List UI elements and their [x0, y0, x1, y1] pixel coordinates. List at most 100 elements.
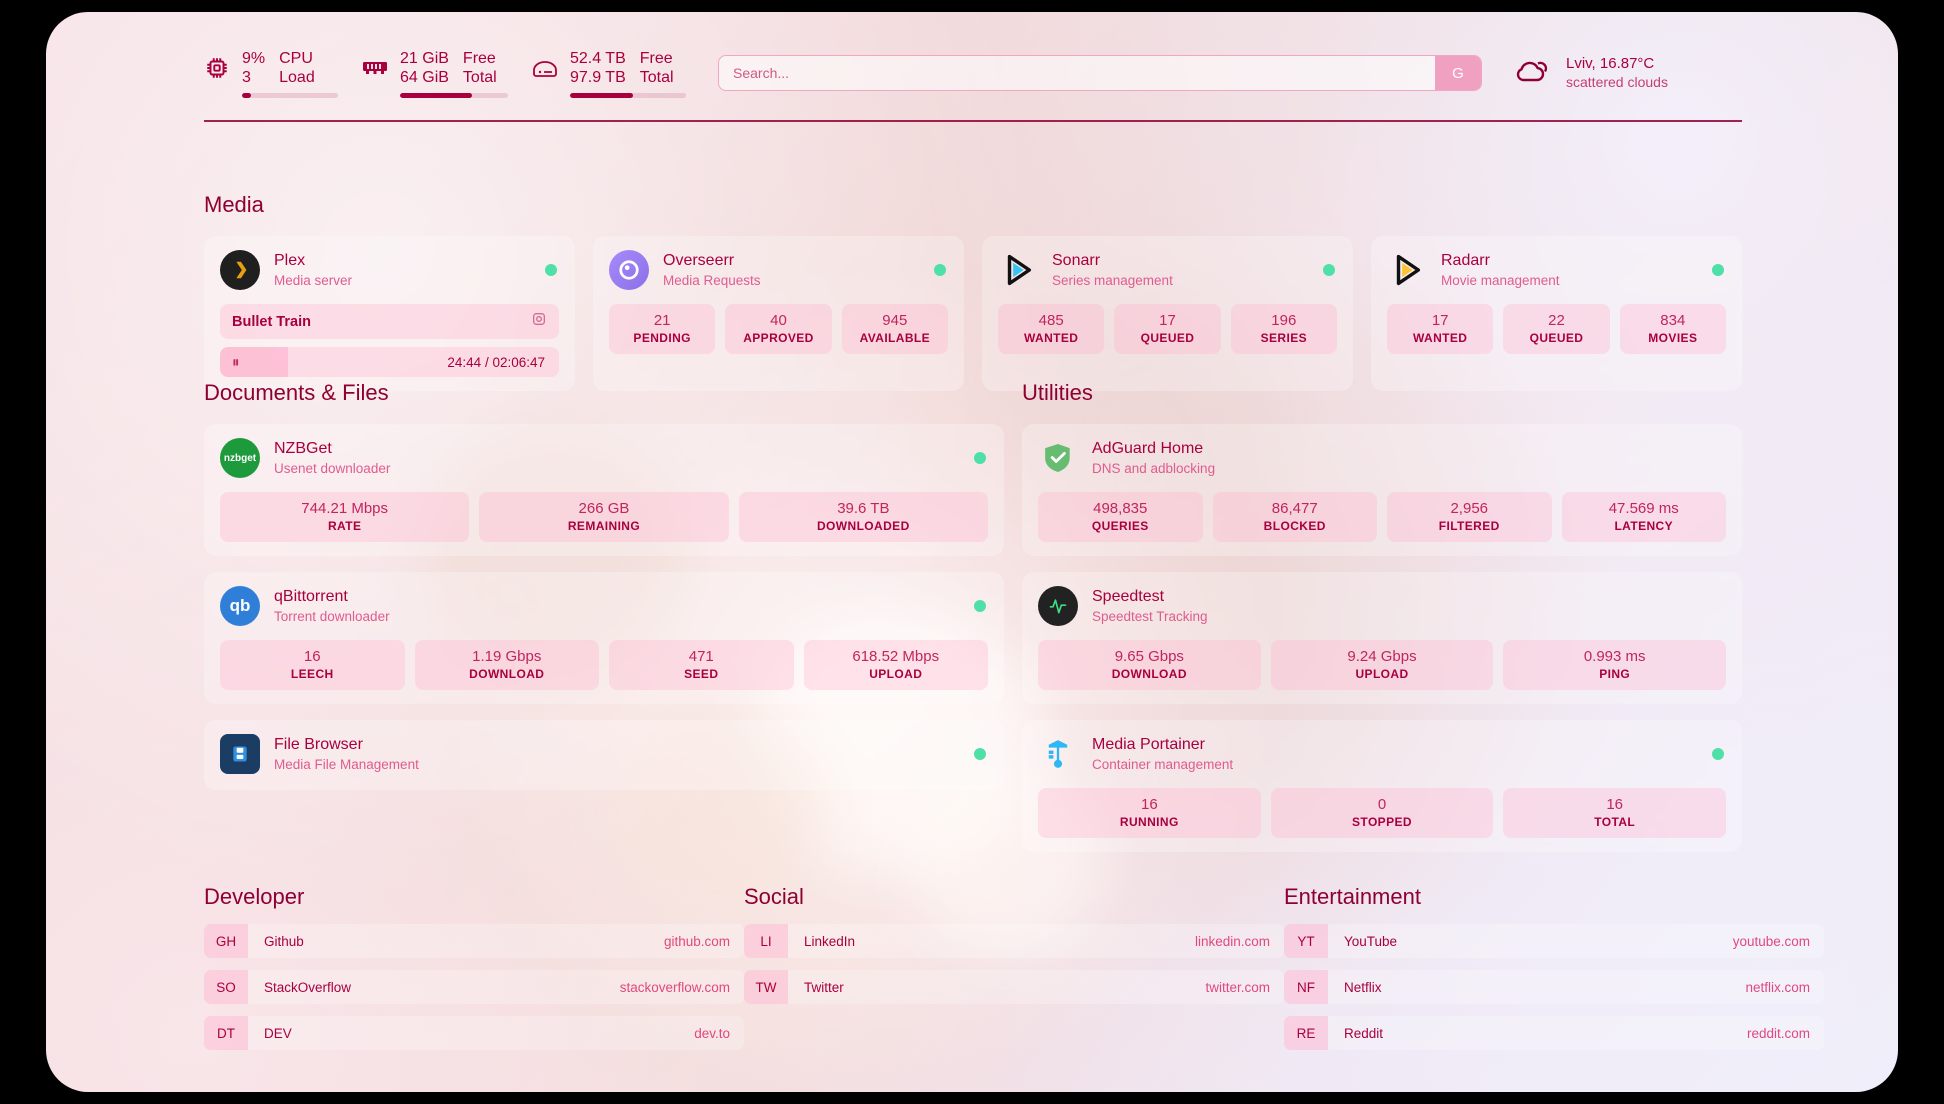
card-file-browser[interactable]: File Browser Media File Management: [204, 720, 1004, 790]
stat-item: 471 SEED: [609, 640, 794, 690]
stat-value: 9.65 Gbps: [1114, 648, 1184, 665]
cloud-icon: [1512, 56, 1552, 91]
stat-value: 498,835: [1093, 500, 1148, 517]
stat-value: 86,477: [1271, 500, 1318, 517]
bookmark-item-netflix[interactable]: NF Netflix netflix.com: [1284, 970, 1824, 1004]
weather-description: scattered clouds: [1566, 74, 1668, 90]
cpu-usage-bar: [242, 92, 338, 98]
bookmark-group-title: Developer: [204, 884, 305, 909]
stat-item: 40 APPROVED: [725, 304, 832, 354]
disk-label-2: Total: [639, 68, 674, 86]
bookmark-name: Twitter: [804, 979, 844, 995]
stat-item: 498,835 QUERIES: [1038, 492, 1203, 542]
stat-item: 485 WANTED: [998, 304, 1105, 354]
bookmark-item-dev[interactable]: DT DEV dev.to: [204, 1016, 744, 1050]
bookmark-url: stackoverflow.com: [619, 979, 730, 995]
now-playing-time: 24:44 / 02:06:47: [447, 354, 545, 370]
section-documents: Documents & Files nzbget NZBGet Usenet d…: [204, 380, 1004, 790]
ram-label-1: Free: [462, 49, 496, 67]
ram-usage-bar: [400, 92, 508, 98]
app-name: NZBGet: [274, 439, 332, 457]
bookmark-badge: SO: [204, 970, 248, 1004]
card-speedtest[interactable]: Speedtest Speedtest Tracking 9.65 Gbps D…: [1022, 572, 1742, 704]
now-playing-progress[interactable]: ⏸ 24:44 / 02:06:47: [220, 347, 559, 377]
app-subtitle: Media server: [274, 272, 353, 288]
status-indicator-online: [1712, 264, 1724, 276]
stat-label: QUEUED: [1140, 331, 1195, 345]
stat-value: 834: [1660, 312, 1686, 329]
stat-label: SEED: [684, 667, 719, 681]
card-plex[interactable]: Plex Media server Bullet Train: [204, 236, 575, 391]
stat-value: 40: [770, 312, 787, 329]
stat-label: WANTED: [1412, 331, 1468, 345]
stat-value: 744.21 Mbps: [301, 500, 389, 517]
app-subtitle: Torrent downloader: [274, 608, 390, 624]
stat-label: QUERIES: [1091, 519, 1149, 533]
stat-label: LATENCY: [1614, 519, 1674, 533]
app-subtitle: Movie management: [1441, 272, 1560, 288]
stat-value: 17: [1431, 312, 1449, 329]
bookmark-item-github[interactable]: GH Github github.com: [204, 924, 744, 958]
app-subtitle: Media File Management: [274, 756, 419, 772]
card-overseerr[interactable]: Overseerr Media Requests 21 PENDING 40 A…: [593, 236, 964, 391]
stat-item: 17 WANTED: [1387, 304, 1494, 354]
stat-value: 9.24 Gbps: [1347, 648, 1417, 665]
bookmark-badge: LI: [744, 924, 788, 958]
search-engine-button[interactable]: G: [1435, 56, 1481, 90]
stat-label: DOWNLOADED: [816, 519, 910, 533]
card-nzbget[interactable]: nzbget NZBGet Usenet downloader 744.21 M…: [204, 424, 1004, 556]
cpu-label-2: Load: [279, 68, 315, 86]
bookmark-item-stackoverflow[interactable]: SO StackOverflow stackoverflow.com: [204, 970, 744, 1004]
stat-label: UPLOAD: [1355, 667, 1409, 681]
app-subtitle: DNS and adblocking: [1092, 460, 1216, 476]
stat-item: 2,956 FILTERED: [1387, 492, 1552, 542]
bookmark-url: reddit.com: [1746, 1025, 1810, 1041]
search-bar[interactable]: G: [718, 55, 1482, 91]
progress-fill: [220, 347, 288, 377]
search-input[interactable]: [719, 56, 1435, 90]
bookmark-item-linkedin[interactable]: LI LinkedIn linkedin.com: [744, 924, 1284, 958]
bookmark-badge: DT: [204, 1016, 248, 1050]
stat-item: 945 AVAILABLE: [841, 304, 948, 354]
cpu-value-1: 9%: [242, 49, 266, 67]
speedtest-icon: [1038, 586, 1078, 626]
pause-icon[interactable]: ⏸: [232, 353, 239, 371]
stat-item: 0.993 ms PING: [1503, 640, 1727, 690]
card-radarr[interactable]: Radarr Movie management 17 WANTED 22 QUE…: [1371, 236, 1742, 391]
app-subtitle: Speedtest Tracking: [1092, 608, 1208, 624]
bookmark-url: twitter.com: [1205, 979, 1270, 995]
cpu-icon: [204, 55, 230, 86]
bookmark-item-reddit[interactable]: RE Reddit reddit.com: [1284, 1016, 1824, 1050]
stat-label: STOPPED: [1352, 815, 1412, 829]
stat-label: MOVIES: [1648, 331, 1698, 345]
app-name: File Browser: [274, 735, 363, 753]
device-icon[interactable]: [531, 311, 547, 332]
stat-value: 39.6 TB: [837, 500, 890, 517]
status-indicator-online: [1323, 264, 1335, 276]
bookmark-badge: TW: [744, 970, 788, 1004]
stat-item: 744.21 Mbps RATE: [220, 492, 470, 542]
app-subtitle: Series management: [1052, 272, 1173, 288]
card-media-portainer[interactable]: Media Portainer Container management 16 …: [1022, 720, 1742, 852]
bookmark-url: linkedin.com: [1194, 933, 1270, 949]
bookmark-url: dev.to: [694, 1025, 730, 1041]
card-sonarr[interactable]: Sonarr Series management 485 WANTED 17 Q…: [982, 236, 1353, 391]
bookmark-badge: GH: [204, 924, 248, 958]
weather-widget[interactable]: Lviv, 16.87°C scattered clouds: [1512, 54, 1742, 92]
card-qbittorrent[interactable]: qb qBittorrent Torrent downloader 16 LEE…: [204, 572, 1004, 704]
stat-value: 22: [1548, 312, 1565, 329]
card-adguard-home[interactable]: AdGuard Home DNS and adblocking 498,835 …: [1022, 424, 1742, 556]
stat-item: 16 TOTAL: [1503, 788, 1727, 838]
app-name: Sonarr: [1052, 251, 1101, 269]
stat-value: 1.19 Gbps: [472, 648, 542, 665]
stat-item: 39.6 TB DOWNLOADED: [738, 492, 988, 542]
bookmark-item-twitter[interactable]: TW Twitter twitter.com: [744, 970, 1284, 1004]
stat-value: 21: [653, 312, 671, 329]
bookmark-item-youtube[interactable]: YT YouTube youtube.com: [1284, 924, 1824, 958]
stat-value: 196: [1271, 312, 1297, 329]
bookmark-badge: NF: [1284, 970, 1328, 1004]
header-divider: [204, 120, 1742, 122]
stat-item: 17 QUEUED: [1114, 304, 1221, 354]
stat-label: DOWNLOAD: [1111, 667, 1187, 681]
stat-item: 196 SERIES: [1230, 304, 1337, 354]
